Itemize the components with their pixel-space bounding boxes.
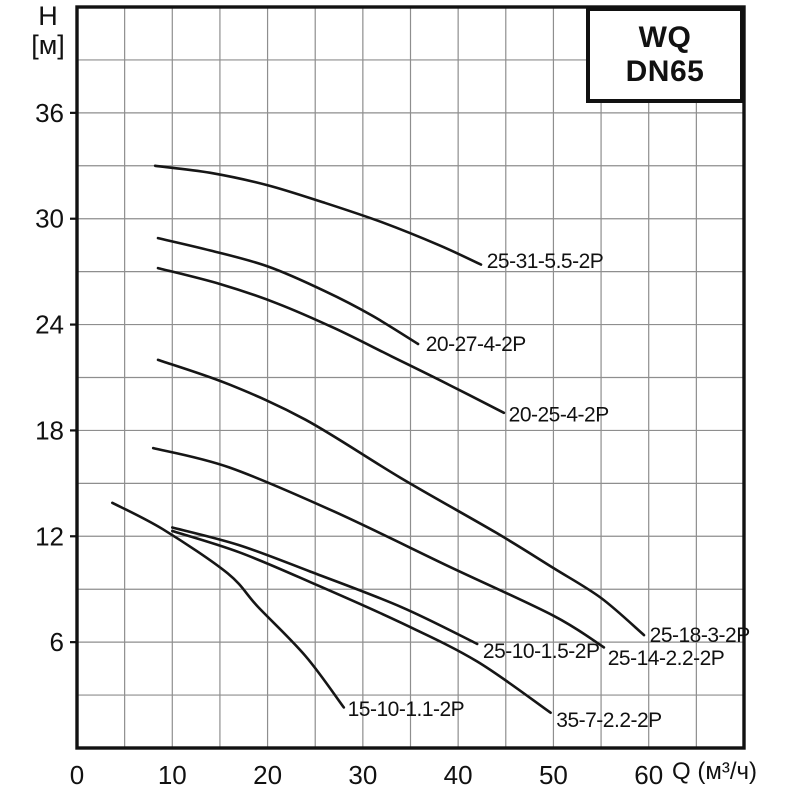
pump-curve-25-14-2.2-2P [151,446,606,649]
pump-curve-25-10-1.5-2P [171,526,479,646]
x-tick-label: 0 [70,760,84,790]
curve-label-15-10-1.1-2P: 15-10-1.1-2P [348,698,465,721]
y-tick-label: 30 [35,204,64,234]
y-tick-label: 24 [35,310,64,340]
x-tick-label: 60 [634,760,663,790]
curve-label-25-31-5.5-2P: 25-31-5.5-2P [487,250,604,273]
pump-curve-25-18-3-2P [156,358,646,637]
y-tick-label: 6 [50,627,64,657]
y-axis-title-unit: [м] [31,30,65,60]
y-tick-label: 36 [35,98,64,128]
plot-frame [75,5,746,750]
x-tick-label: 40 [444,760,473,790]
curve-label-20-27-4-2P: 20-27-4-2P [426,333,526,356]
y-axis-title-symbol: H [38,1,58,31]
pump-curve-20-25-4-2P [156,266,506,415]
legend-series-name: WQ [638,21,692,54]
curve-label-25-14-2.2-2P: 25-14-2.2-2P [608,647,725,670]
curve-label-20-25-4-2P: 20-25-4-2P [509,404,609,427]
x-tick-label: 50 [539,760,568,790]
y-tick-label: 18 [35,415,64,445]
x-tick-label: 10 [158,760,187,790]
legend-dn-size: DN65 [625,55,705,88]
curve-label-25-18-3-2P: 25-18-3-2P [650,624,750,647]
pump-curve-25-31-5.5-2P [153,164,483,266]
pump-curve-15-10-1.1-2P [111,501,346,709]
curve-label-35-7-2.2-2P: 35-7-2.2-2P [556,709,661,732]
x-axis-title: Q (м³/ч) [672,758,757,785]
y-tick-label: 12 [35,521,64,551]
y-axis-title: H [м] [22,2,74,60]
pump-curve-35-7-2.2-2P [171,529,552,714]
pump-curve-20-27-4-2P [156,236,420,346]
x-tick-label: 30 [348,760,377,790]
pump-series-legend: WQ DN65 [586,7,744,103]
x-tick-label: 20 [253,760,282,790]
curve-label-25-10-1.5-2P: 25-10-1.5-2P [483,640,600,663]
